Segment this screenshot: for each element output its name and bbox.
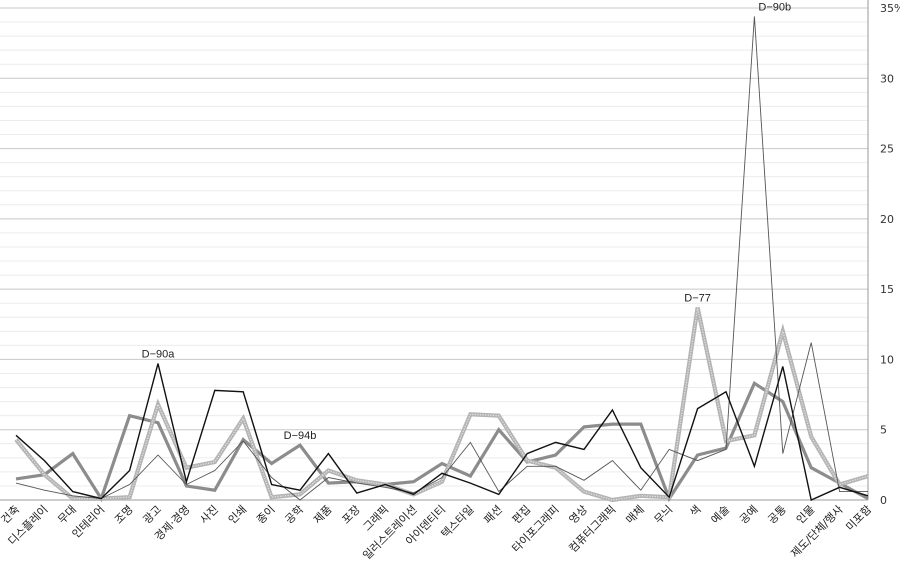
x-category-label: 공학 [283,503,307,527]
y-tick-label: 0 [880,494,887,507]
x-category-label: 패션 [481,503,505,527]
x-category-label: 미포함 [843,503,874,534]
annotation-label: D−90a [142,349,176,361]
series-lines [14,16,869,503]
series-striped-gray [15,307,869,501]
x-category-label: 무늬 [652,503,676,527]
annotations: D−90a D−94b D−77 D−90b [142,1,792,442]
x-category-label: 건축 [0,503,22,527]
gridlines [0,7,868,501]
x-category-label: 제품 [311,503,335,527]
x-category-label: 매체 [623,503,647,527]
series-striped-gray-outline [14,306,869,503]
x-category-label: 무대 [55,503,79,527]
x-category-label: 제도/단체/행사 [788,503,845,560]
y-tick-label: 35% [880,2,900,15]
y-axis: 0 5 10 15 20 25 30 35% [867,0,900,507]
x-category-label: 사진 [197,503,221,527]
y-tick-label: 10 [880,353,894,366]
series-black [15,363,869,501]
annotation-label: D−90b [758,1,791,13]
y-tick-label: 20 [880,213,894,226]
x-category-label: 조명 [112,503,136,527]
x-category-label: 공통 [765,503,789,527]
x-category-label: 색 [687,503,703,519]
x-category-label: 포장 [339,503,363,527]
x-category-label: 광고 [141,503,165,527]
annotation-label: D−77 [684,292,711,304]
y-tick-label: 25 [880,143,894,156]
x-category-label: 인쇄 [226,503,250,527]
x-category-label: 인물 [794,503,818,527]
y-tick-label: 15 [880,283,894,296]
x-category-label: 예술 [709,503,733,527]
x-category-label: 종이 [254,503,278,527]
y-tick-label: 30 [880,72,894,85]
annotation-label: D−94b [284,430,317,442]
x-category-label: 편집 [510,503,534,527]
series-thin-gray [15,16,868,501]
x-category-label: 영상 [567,503,591,527]
x-category-label: 공예 [737,503,761,527]
y-tick-label: 5 [880,424,887,437]
